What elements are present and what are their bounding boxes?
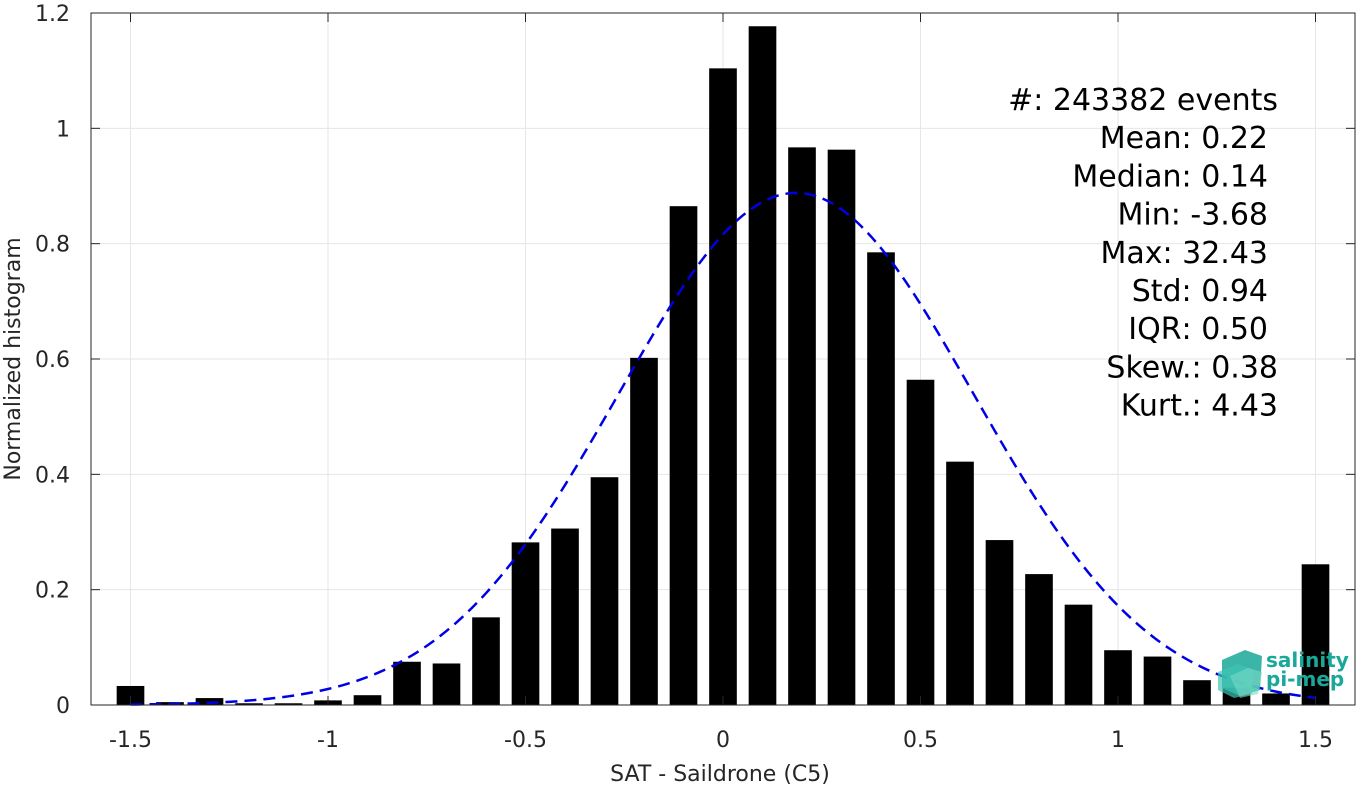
stat-value: : 4.43 [1192,389,1278,424]
histogram-bar [511,542,540,705]
histogram-bar [551,528,579,705]
stat-value: : 32.43 [1162,236,1268,271]
stat-label: Mean [1100,121,1182,156]
stat-label: # [1008,83,1033,118]
stat-label: Median [1072,159,1181,194]
gaussian-fit-curve [130,191,1316,706]
stat-label: Skew. [1106,350,1191,385]
x-axis-label: SAT - Saildrone (C5) [610,762,830,785]
y-tick-label: 0 [56,694,70,719]
histogram-bar [1262,693,1290,705]
stat-label: IQR [1128,312,1181,347]
stat-value: : 0.22 [1182,121,1268,156]
histogram-bar [1064,604,1093,705]
histogram-bar [1183,680,1211,705]
y-tick-label: 0.6 [35,348,70,373]
x-tick-label: -1.5 [109,728,152,753]
tick-marks [91,12,1355,706]
histogram-bar [274,703,303,705]
logo-mark-icon [1218,650,1262,698]
y-tick-label: 1 [56,117,70,142]
y-axis-label: Normalized histogram [1,237,26,480]
histogram-bar [630,357,658,705]
histogram-bar [985,540,1014,705]
histogram-bar [590,477,619,705]
histogram-bar [669,206,698,705]
y-tick-label: 0.8 [35,233,70,258]
histogram-bar [906,379,935,705]
y-tick-label: 0.4 [35,463,70,488]
y-tick-label: 0.2 [35,579,70,604]
logo-line2: pi-mep [1266,667,1344,691]
stat-label: Max [1100,236,1162,271]
x-tick-label: -1 [317,728,339,753]
stat-value: : 0.38 [1192,350,1278,385]
stat-label: Kurt. [1121,389,1192,424]
histogram-bar [235,703,263,705]
histogram-bar [1143,656,1172,705]
histogram-bar [116,685,145,705]
x-tick-labels: -1.5 -1 -0.5 0 0.5 1 1.5 [109,728,1333,753]
y-tick-label: 1.2 [35,2,70,27]
stat-value: : -3.68 [1171,198,1268,233]
histogram-bar [1104,650,1132,705]
stat-label: Std [1132,274,1182,309]
histogram-bar [432,663,461,705]
histogram-bar [353,695,382,705]
histogram-bar [867,252,895,706]
stat-value: : 0.94 [1182,274,1268,309]
histogram-bar [946,461,974,705]
stat-label: Min [1118,198,1171,233]
x-tick-label: 1 [1111,728,1125,753]
histogram-bar [1301,564,1330,705]
stat-value: : 0.14 [1182,159,1268,194]
histogram-bar [748,26,777,706]
x-tick-label: 0.5 [903,728,938,753]
x-tick-label: 1.5 [1298,728,1333,753]
salinity-pi-mep-logo: salinity pi-mep [1218,648,1349,698]
histogram-bar [1025,574,1053,705]
y-tick-labels: 0 0.2 0.4 0.6 0.8 1 1.2 [35,2,70,719]
histogram-bar [472,617,500,705]
x-tick-label: 0 [716,728,730,753]
histogram-bar [393,661,421,705]
histogram-bar [788,147,816,705]
bars-group [116,26,1330,706]
stat-value: : 243382 events [1033,83,1278,118]
logo-line1: salinity [1266,648,1349,672]
stat-value: : 0.50 [1182,312,1268,347]
x-tick-label: -0.5 [504,728,547,753]
histogram-bar [827,149,856,706]
histogram-bar [709,68,737,706]
